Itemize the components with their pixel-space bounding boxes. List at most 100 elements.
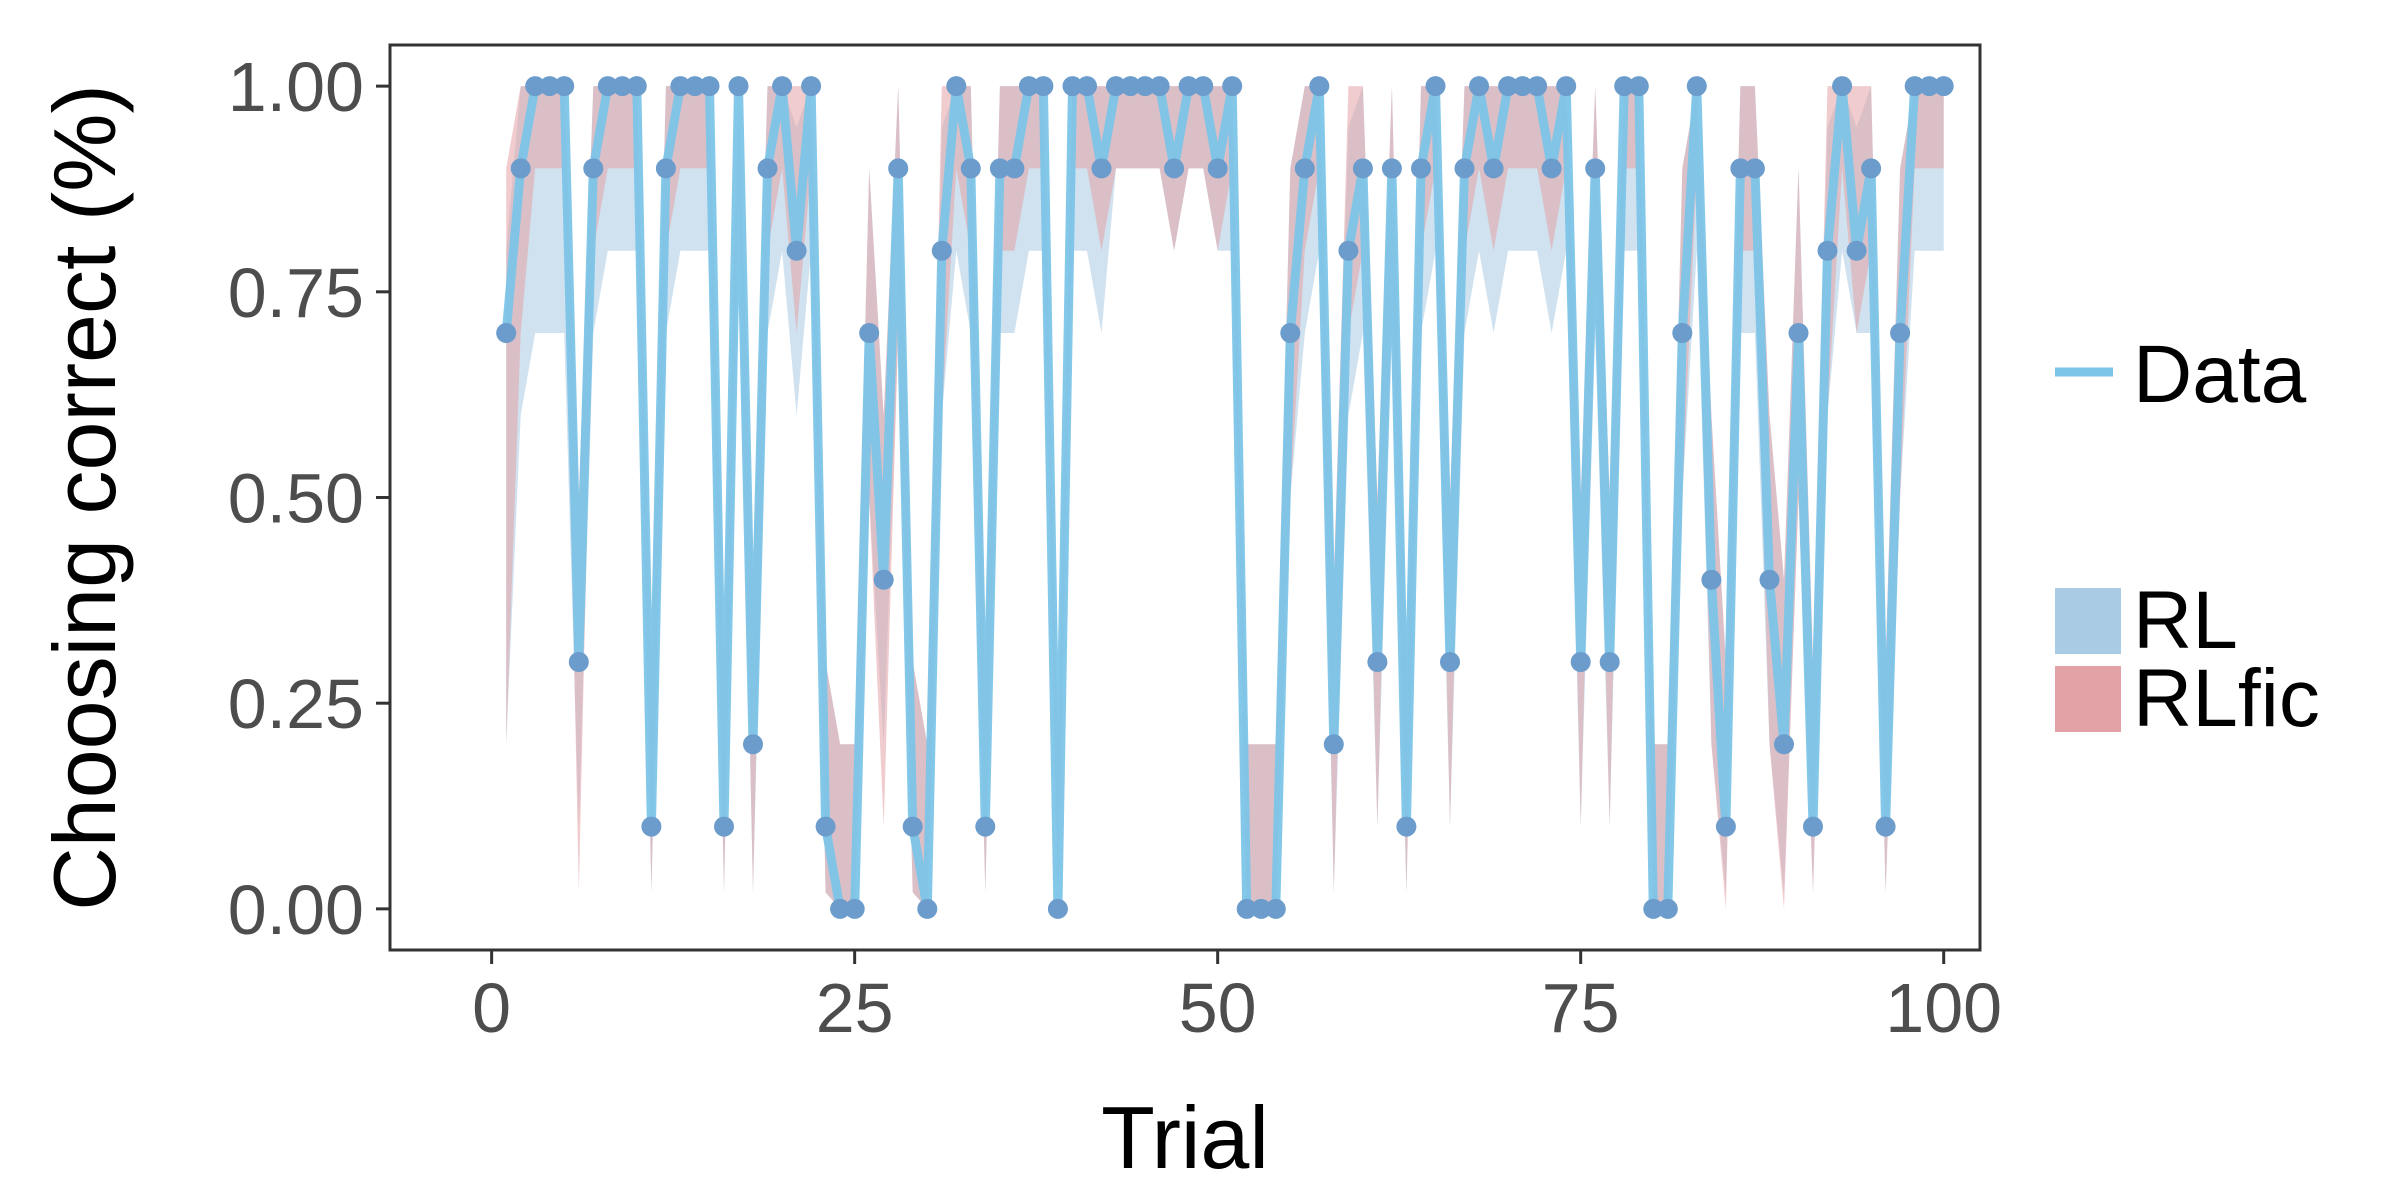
- data-point: [728, 76, 749, 97]
- data-point: [655, 158, 676, 179]
- data-point: [612, 76, 633, 97]
- data-point: [1323, 734, 1344, 755]
- data-point: [1033, 76, 1054, 97]
- data-point: [1004, 158, 1025, 179]
- data-point: [1091, 158, 1112, 179]
- data-point: [1251, 898, 1272, 919]
- y-axis-title: Choosing correct (%): [35, 84, 134, 911]
- data-point: [1803, 816, 1823, 837]
- data-point: [1585, 158, 1606, 179]
- data-point: [1527, 76, 1548, 97]
- y-tick-label: 0.75: [228, 254, 364, 332]
- data-point: [1701, 569, 1722, 590]
- data-point: [917, 898, 938, 919]
- data-point: [1338, 240, 1359, 261]
- legend-label-rl: RL: [2133, 575, 2238, 666]
- data-point: [1454, 158, 1475, 179]
- data-point: [1062, 76, 1083, 97]
- data-point: [525, 76, 546, 97]
- data-point: [1120, 76, 1141, 97]
- data-point: [1396, 816, 1417, 837]
- data-point: [1106, 76, 1126, 97]
- data-point: [960, 158, 981, 179]
- data-point: [1018, 76, 1039, 97]
- data-point: [801, 76, 822, 97]
- data-point: [539, 76, 560, 97]
- y-tick-label: 0.50: [228, 460, 364, 538]
- data-point: [641, 816, 662, 837]
- data-point: [1832, 76, 1853, 97]
- data-point: [1861, 158, 1882, 179]
- y-axis: 0.00 0.25 0.50 0.75 1.00: [228, 48, 390, 949]
- data-point: [830, 898, 851, 919]
- data-point: [1919, 76, 1940, 97]
- data-point: [1614, 76, 1635, 97]
- data-point: [1759, 569, 1780, 590]
- data-point: [1280, 323, 1301, 343]
- legend-key-rl: [2055, 588, 2121, 654]
- data-point: [844, 898, 865, 919]
- data-point: [1469, 76, 1489, 97]
- data-point: [1352, 158, 1373, 179]
- data-point: [757, 158, 778, 179]
- data-point: [1265, 898, 1286, 919]
- data-point: [1556, 76, 1577, 97]
- data-line-layer: [501, 81, 1949, 914]
- data-point: [1541, 158, 1562, 179]
- data-point: [699, 76, 720, 97]
- legend-label-rlfic: RLfic: [2133, 653, 2320, 744]
- y-tick-label: 0.00: [228, 871, 364, 949]
- data-point: [510, 158, 531, 179]
- data-point: [714, 816, 734, 837]
- data-point: [931, 240, 952, 261]
- data-point: [1207, 158, 1228, 179]
- data-point: [1135, 76, 1156, 97]
- data-point: [1788, 323, 1809, 343]
- data-point: [1440, 652, 1460, 672]
- data-point: [1236, 898, 1257, 919]
- data-point: [1817, 240, 1838, 261]
- data-point: [1512, 76, 1533, 97]
- data-point: [554, 76, 575, 97]
- x-axis-title: Trial: [1101, 1088, 1269, 1187]
- data-point: [1904, 76, 1925, 97]
- data-point: [1890, 323, 1911, 343]
- data-point: [496, 323, 517, 343]
- data-point: [1774, 734, 1794, 755]
- data-point: [873, 569, 894, 590]
- data-point: [1425, 76, 1446, 97]
- x-tick-label: 75: [1542, 969, 1620, 1047]
- y-tick-label: 0.25: [228, 665, 364, 743]
- data-point: [597, 76, 618, 97]
- data-point: [1498, 76, 1519, 97]
- data-point: [1309, 76, 1330, 97]
- data-point: [1164, 158, 1185, 179]
- x-tick-label: 100: [1885, 969, 2002, 1047]
- data-point: [1047, 898, 1068, 919]
- data-point: [1149, 76, 1170, 97]
- data-point: [626, 76, 647, 97]
- data-points-layer: [496, 76, 1954, 919]
- data-point: [1846, 240, 1867, 261]
- x-axis: 0 25 50 75 100: [472, 950, 2002, 1047]
- x-tick-label: 50: [1179, 969, 1257, 1047]
- data-point: [1875, 816, 1896, 837]
- data-point: [946, 76, 967, 97]
- x-tick-label: 25: [816, 969, 894, 1047]
- data-point: [859, 323, 880, 343]
- data-point: [684, 76, 705, 97]
- y-tick-label: 1.00: [228, 48, 364, 126]
- data-point: [902, 816, 923, 837]
- data-point: [1730, 158, 1751, 179]
- legend-key-rlfic: [2055, 666, 2121, 732]
- data-point: [975, 816, 996, 837]
- data-point: [1628, 76, 1649, 97]
- data-point: [888, 158, 909, 179]
- data-point: [1381, 158, 1402, 179]
- data-point: [815, 816, 836, 837]
- data-point: [1744, 158, 1765, 179]
- data-point: [1672, 323, 1693, 343]
- data-point: [568, 652, 589, 672]
- data-point: [670, 76, 691, 97]
